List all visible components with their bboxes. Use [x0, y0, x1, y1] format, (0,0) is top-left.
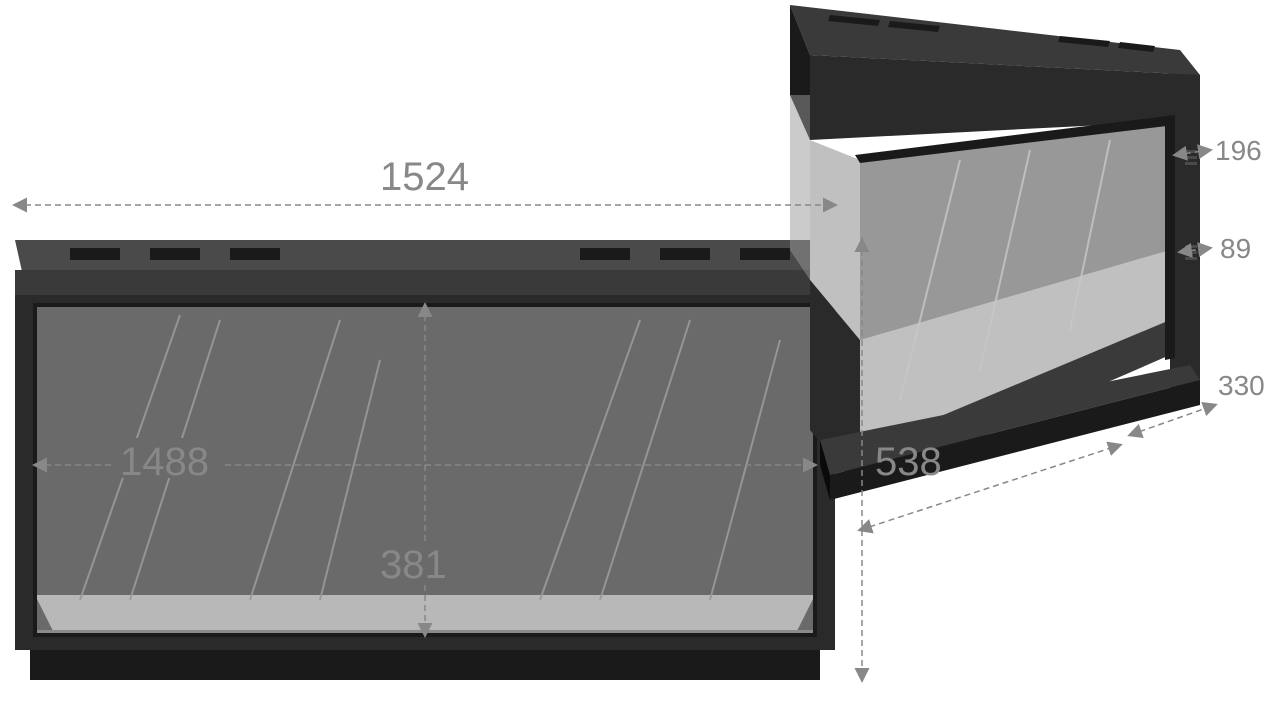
- dim-label-overall-width: 1524: [380, 155, 469, 199]
- technical-diagram: 1524 1488 381 538 196 89 330: [0, 0, 1266, 702]
- dim-label-depth-lower: 89: [1220, 233, 1251, 264]
- dim-label-overall-height: 538: [875, 440, 942, 484]
- dim-label-glass-width: 1488: [120, 440, 209, 484]
- dim-label-depth-base: 330: [1218, 370, 1265, 401]
- perspective-view: [790, 5, 1200, 500]
- dim-label-glass-height: 381: [380, 543, 447, 587]
- dim-overall-width: 1524: [15, 155, 835, 205]
- dim-label-depth-upper: 196: [1215, 135, 1262, 166]
